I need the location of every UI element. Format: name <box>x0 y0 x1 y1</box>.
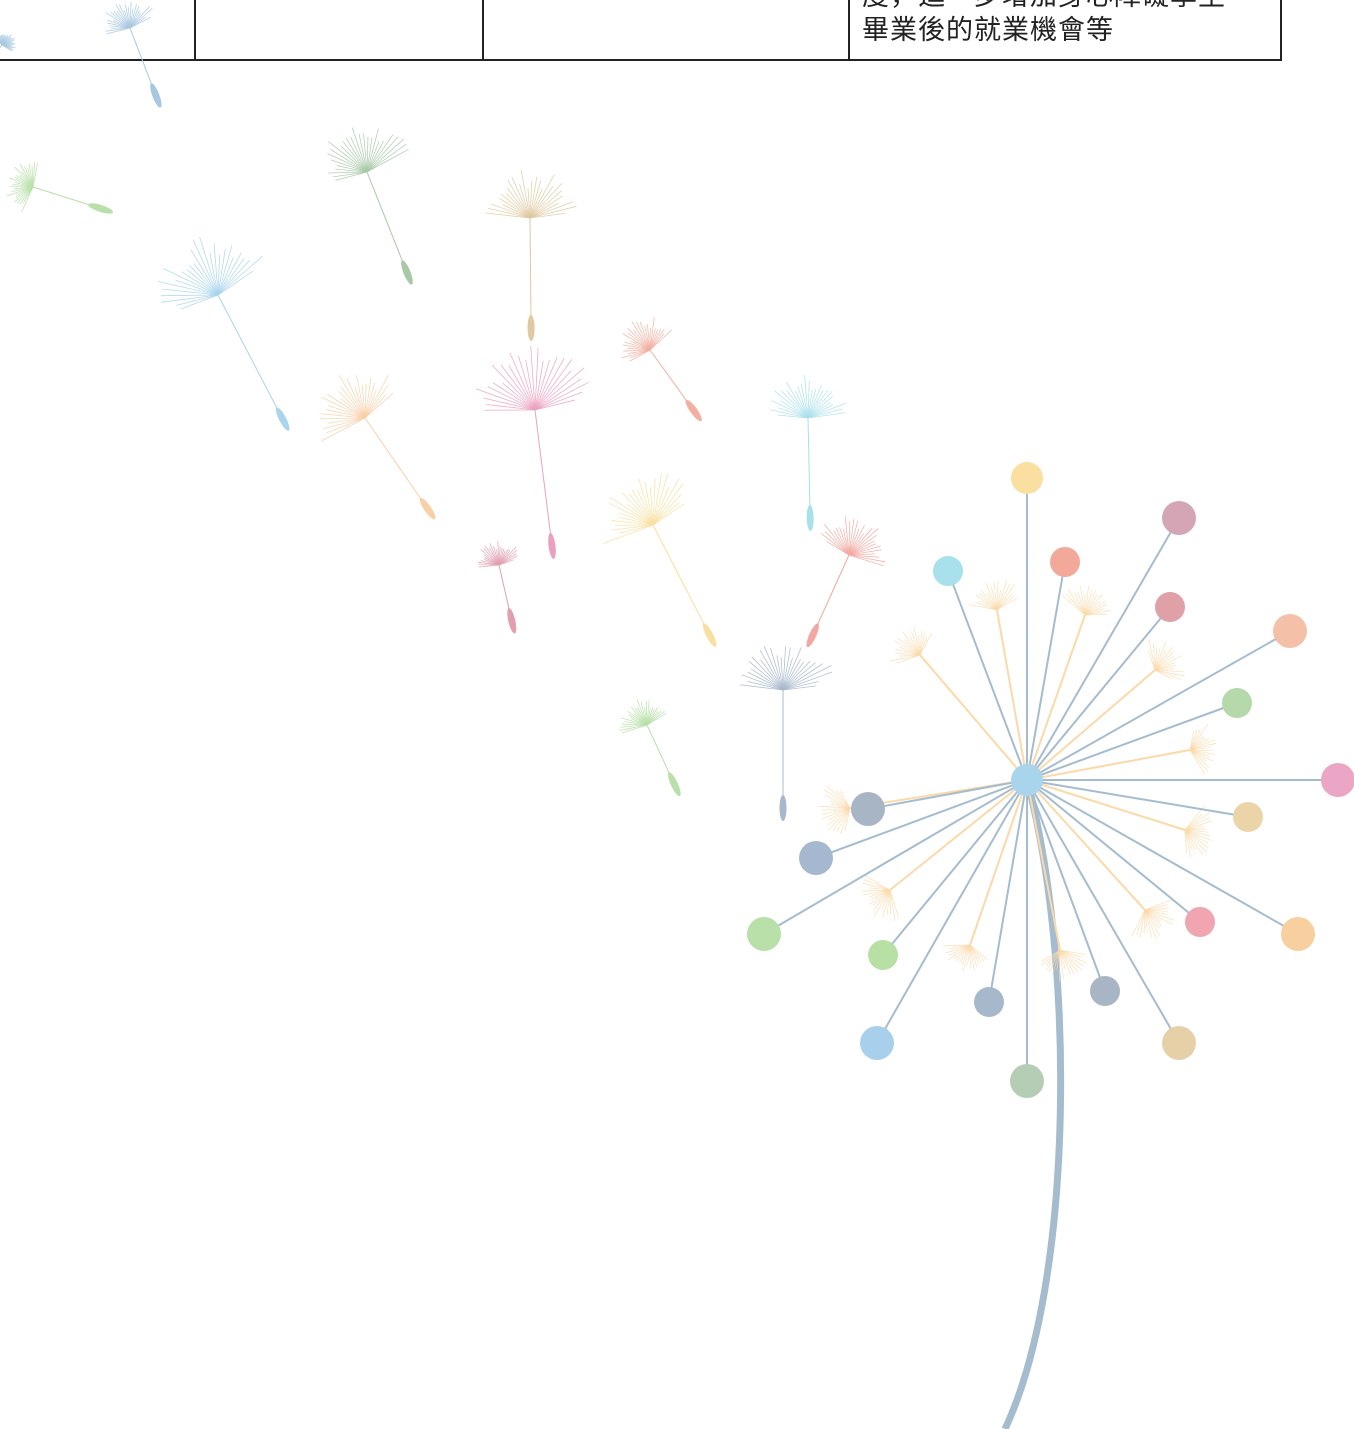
spoke-ball <box>1222 688 1252 718</box>
seed-hair <box>1062 595 1085 615</box>
spoke-ball <box>1162 501 1196 535</box>
center-ball <box>1011 764 1043 796</box>
spoke-ball <box>851 792 885 826</box>
spoke-ball <box>933 556 963 586</box>
seed-spoke <box>890 780 1027 890</box>
page: {"table": {"rows": [[null, null, null, [… <box>0 0 1354 1429</box>
seed-stalk <box>218 295 279 412</box>
seed-hair <box>1132 910 1145 937</box>
spoke-ball <box>1050 547 1080 577</box>
seed-pod <box>399 259 415 286</box>
spoke-ball <box>799 841 833 875</box>
seed-pod <box>505 607 518 634</box>
seed-pod <box>274 406 292 432</box>
spoke-ball <box>1155 592 1185 622</box>
seed-hair <box>365 393 393 418</box>
seed-stalk <box>535 410 551 538</box>
dandelion-illustration <box>0 0 1354 1429</box>
seed-pod <box>527 315 534 341</box>
spoke-ball <box>1321 763 1354 797</box>
seed-pod <box>547 533 557 560</box>
seed-pod <box>780 795 787 821</box>
seed-hair <box>176 295 218 305</box>
seed-hair <box>367 139 404 172</box>
spoke-ball <box>1273 614 1307 648</box>
spoke-ball <box>747 917 781 951</box>
seed-spoke <box>997 610 1027 780</box>
seed-hair <box>1185 817 1210 830</box>
seed-hair <box>619 525 653 533</box>
seed-hair <box>979 593 997 610</box>
seed-pod <box>701 622 719 648</box>
seed-hair <box>650 330 672 350</box>
seed-stalk <box>647 725 671 777</box>
seed-hair <box>161 295 218 302</box>
seed-pod <box>417 496 438 521</box>
seed-hair <box>890 890 895 921</box>
seed-stalk <box>808 418 810 510</box>
seed-hair <box>535 392 582 410</box>
seed-hair <box>890 890 899 919</box>
spoke-ball <box>860 1026 894 1060</box>
spoke-ball <box>868 940 898 970</box>
seed-hair <box>1145 899 1172 910</box>
seed-pod <box>683 398 704 423</box>
seed-pod <box>148 82 164 109</box>
seed-hair <box>864 875 890 890</box>
seed-hair <box>161 295 218 296</box>
spoke-ball <box>1281 917 1315 951</box>
seed-pod <box>87 201 114 216</box>
seed-spoke <box>970 780 1027 945</box>
seed-stalk <box>0 45 2 60</box>
seed-stalk <box>653 525 706 628</box>
spoke-ball <box>1185 907 1215 937</box>
seed-pod <box>804 622 821 649</box>
seed-hair <box>321 418 365 441</box>
seed-hair <box>1145 910 1162 926</box>
spoke-ball <box>1162 1026 1196 1060</box>
spoke-ball <box>1090 976 1120 1006</box>
seed-stalk <box>365 418 423 502</box>
seed-stalk <box>530 218 531 320</box>
seed-hair <box>492 365 535 410</box>
seed-spoke <box>1027 780 1060 950</box>
stem <box>1005 780 1061 1429</box>
seed-hair <box>905 639 920 655</box>
seed-hair <box>1185 830 1207 853</box>
seed-spoke <box>920 655 1027 780</box>
seed-stalk <box>33 187 93 206</box>
seed-hair <box>218 256 263 295</box>
seed-hair <box>1155 670 1172 679</box>
seed-hair <box>827 786 850 808</box>
spoke-ball <box>974 987 1004 1017</box>
seed-hair <box>367 135 393 172</box>
seed-hair <box>653 502 679 525</box>
seed-stalk <box>499 565 510 613</box>
seed-hair <box>1068 590 1085 615</box>
seed-hair <box>828 808 850 830</box>
seed-hair <box>1155 651 1174 670</box>
seed-stalk <box>816 555 849 628</box>
spoke-ball <box>1010 1064 1044 1098</box>
seed-stalk <box>367 172 404 265</box>
seed-stalk <box>650 350 689 404</box>
spoke-ball <box>1233 802 1263 832</box>
seed-pod <box>806 505 814 531</box>
spoke-ball <box>1011 462 1043 494</box>
seed-hair <box>200 237 218 295</box>
seed-stalk <box>130 28 153 88</box>
seed-hair <box>825 532 849 555</box>
seed-hair <box>323 418 365 429</box>
seed-hair <box>920 633 932 655</box>
seed-pod <box>666 771 683 798</box>
spoke <box>948 571 1027 780</box>
